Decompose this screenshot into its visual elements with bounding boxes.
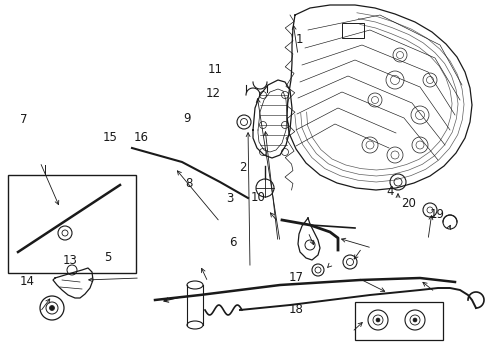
Text: 18: 18 bbox=[288, 303, 303, 316]
Text: 7: 7 bbox=[20, 113, 27, 126]
Text: 14: 14 bbox=[20, 275, 35, 288]
Text: 3: 3 bbox=[226, 192, 233, 205]
Bar bbox=[8, 175, 136, 273]
Text: 10: 10 bbox=[250, 192, 265, 204]
Circle shape bbox=[49, 306, 54, 310]
Text: 1: 1 bbox=[295, 33, 302, 46]
Text: 19: 19 bbox=[428, 208, 444, 221]
Circle shape bbox=[375, 318, 379, 322]
Text: 15: 15 bbox=[102, 131, 117, 144]
Text: 11: 11 bbox=[207, 63, 222, 76]
Text: 12: 12 bbox=[205, 87, 220, 100]
Text: 5: 5 bbox=[103, 251, 111, 264]
Text: 8: 8 bbox=[184, 177, 192, 190]
Text: 2: 2 bbox=[238, 161, 245, 174]
Text: 16: 16 bbox=[134, 131, 149, 144]
Bar bbox=[341, 23, 363, 38]
Text: 4: 4 bbox=[386, 185, 393, 198]
Text: 9: 9 bbox=[183, 112, 190, 125]
Circle shape bbox=[412, 318, 416, 322]
Text: 17: 17 bbox=[288, 271, 303, 284]
Bar bbox=[354, 302, 442, 340]
Text: 20: 20 bbox=[400, 197, 415, 210]
Text: 6: 6 bbox=[228, 237, 236, 249]
Text: 13: 13 bbox=[62, 255, 77, 267]
